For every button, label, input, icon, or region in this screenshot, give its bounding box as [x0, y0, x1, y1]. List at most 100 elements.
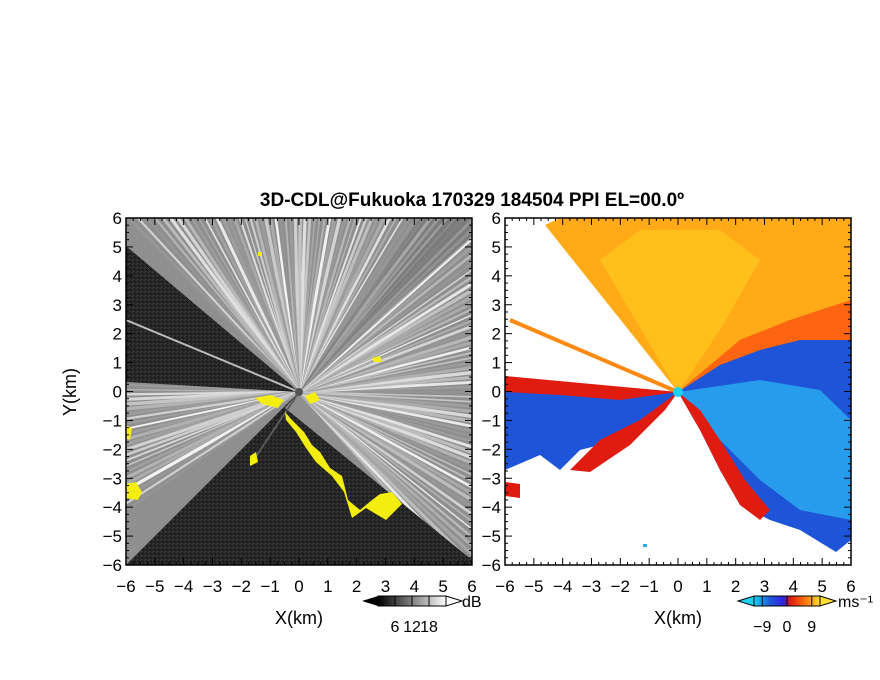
- snr-ray: [297, 218, 419, 393]
- velocity-receding-west-edge: [505, 376, 678, 400]
- snr-ray: [145, 218, 300, 393]
- snr-colorbar-unit: dB: [462, 594, 482, 611]
- snr-y-tick-label: 0: [113, 383, 122, 402]
- snr-ray: [279, 218, 300, 393]
- snr-ray: [161, 218, 301, 393]
- snr-ray: [254, 218, 301, 393]
- snr-colorbar-tick-label: 18: [420, 619, 438, 636]
- snr-x-tick-label: 0: [294, 577, 303, 596]
- snr-x-tick-label: −4: [174, 577, 193, 596]
- snr-y-tick-label: 3: [113, 296, 122, 315]
- snr-x-tick-label: 3: [381, 577, 390, 596]
- velocity-x-tick-labels: −6 −5 −4 −3 −2 −1 0 1 2 3 4 5 6: [495, 577, 855, 596]
- velocity-axis-ticks: [504, 217, 852, 566]
- snr-y-tick-labels: 6 5 4 3 2 1 0 −1 −2 −3 −4 −5 −6: [103, 209, 122, 575]
- velocity-x-tick-label: 2: [731, 577, 740, 596]
- snr-ray: [298, 391, 472, 438]
- snr-ray: [298, 390, 472, 489]
- velocity-isolated-pixel: [643, 544, 647, 547]
- snr-ray: [298, 390, 472, 443]
- velocity-y-tick-label: 2: [492, 325, 501, 344]
- snr-ray: [298, 324, 472, 394]
- snr-ray: [126, 390, 300, 457]
- snr-ray: [153, 218, 300, 393]
- snr-y-tick-label: −4: [103, 498, 122, 517]
- snr-dark-sector-west: [126, 246, 299, 392]
- snr-x-tick-label: −6: [116, 577, 135, 596]
- snr-ray: [298, 307, 472, 393]
- snr-ray: [126, 390, 300, 420]
- velocity-y-tick-label: 4: [492, 267, 501, 286]
- velocity-x-tick-label: 3: [760, 577, 769, 596]
- velocity-receding-west-lower: [570, 392, 678, 472]
- snr-ray: [126, 390, 300, 499]
- snr-ray: [126, 390, 300, 452]
- velocity-receding-southeast-edge: [678, 392, 770, 520]
- snr-x-axis-label: X(km): [275, 608, 323, 628]
- snr-axis-ticks: [125, 217, 473, 566]
- velocity-x-tick-label: −5: [524, 577, 543, 596]
- velocity-y-tick-label: −5: [482, 527, 501, 546]
- snr-ray: [126, 390, 300, 396]
- snr-y-tick-label: 2: [113, 325, 122, 344]
- snr-ray: [298, 386, 472, 394]
- velocity-y-tick-label: 3: [492, 296, 501, 315]
- snr-x-tick-label: −2: [232, 577, 251, 596]
- snr-ray: [249, 218, 301, 393]
- snr-colorbar: 6 12 18 dB: [362, 594, 482, 636]
- velocity-panel: −6 −5 −4 −3 −2 −1 0 1 2 3 4 5 6 6543210−1−2−3−4−5−6 …: [482, 209, 856, 628]
- snr-y-tick-label: −6: [103, 556, 122, 575]
- snr-x-tick-label: 2: [352, 577, 361, 596]
- snr-x-tick-label: 6: [467, 577, 476, 596]
- snr-ray: [203, 218, 300, 393]
- snr-ray: [298, 390, 472, 496]
- velocity-x-tick-label: −6: [495, 577, 514, 596]
- snr-ray: [298, 356, 472, 393]
- velocity-x-tick-label: 1: [702, 577, 711, 596]
- snr-ray: [197, 218, 300, 393]
- snr-ray: [126, 218, 301, 394]
- snr-ray: [126, 390, 300, 493]
- snr-x-tick-labels: −6 −5 −4 −3 −2 −1 0 1 2 3 4 5 6: [116, 577, 476, 596]
- snr-colorbar-left-arrow: [362, 596, 378, 606]
- snr-ray: [298, 390, 472, 449]
- snr-colorbar-ticks: 6 12 18: [391, 596, 438, 636]
- snr-y-tick-label: 5: [113, 238, 122, 257]
- velocity-receding-north-core: [600, 230, 760, 392]
- velocity-colorbar-tick-label: 9: [807, 619, 816, 636]
- velocity-colorbar-tick-label: −9: [753, 619, 771, 636]
- snr-ray: [126, 383, 300, 393]
- velocity-colorbar-right-arrow: [819, 595, 838, 607]
- snr-y-tick-label: −2: [103, 440, 122, 459]
- snr-ray: [209, 218, 301, 393]
- velocity-approaching-west-sector: [505, 378, 678, 470]
- snr-ray: [259, 218, 301, 393]
- velocity-x-tick-label: 4: [789, 577, 798, 596]
- velocity-y-tick-label: −6: [482, 556, 501, 575]
- snr-y-tick-label: −3: [103, 469, 122, 488]
- velocity-x-tick-label: −4: [553, 577, 572, 596]
- velocity-y-tick-label: 5: [492, 238, 501, 257]
- snr-ray: [297, 218, 337, 393]
- snr-y-tick-label: 6: [113, 209, 122, 228]
- velocity-colorbar-unit: ms⁻¹: [838, 594, 873, 611]
- velocity-x-tick-label: 5: [817, 577, 826, 596]
- snr-ray: [289, 218, 301, 393]
- snr-ray: [215, 218, 301, 393]
- snr-ray: [297, 218, 374, 393]
- snr-x-tick-label: −3: [203, 577, 222, 596]
- snr-ray: [298, 391, 472, 476]
- snr-y-tick-label: 4: [113, 267, 122, 286]
- snr-ray: [298, 391, 472, 523]
- snr-dark-sector-south: [126, 392, 472, 565]
- snr-ray: [298, 218, 321, 393]
- velocity-colorbar-left-arrow: [736, 595, 755, 607]
- snr-ray: [297, 390, 472, 557]
- velocity-colorbar-ticks: −9 0 9: [753, 596, 816, 636]
- snr-ray: [126, 388, 300, 393]
- snr-x-tick-label: 4: [410, 577, 419, 596]
- snr-ray: [298, 330, 472, 394]
- snr-y-tick-label: −5: [103, 527, 122, 546]
- snr-ray: [298, 391, 472, 403]
- snr-x-tick-label: −1: [260, 577, 279, 596]
